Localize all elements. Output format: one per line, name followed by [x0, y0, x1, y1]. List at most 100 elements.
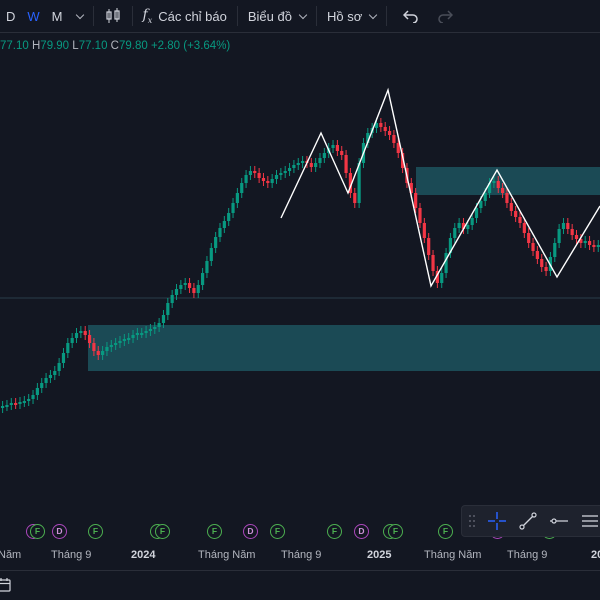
- calendar-icon[interactable]: [0, 577, 12, 593]
- candle: [401, 153, 405, 168]
- time-label: Tháng Năm: [424, 549, 482, 561]
- candle: [87, 335, 92, 343]
- more-tools-button[interactable]: [574, 506, 600, 536]
- interval-d-button[interactable]: D: [6, 8, 16, 24]
- event-earnings-icon[interactable]: F: [327, 524, 342, 539]
- candle: [522, 223, 526, 233]
- drag-handle[interactable]: [462, 506, 481, 536]
- candle: [79, 331, 83, 333]
- candle: [140, 333, 144, 335]
- crosshair-button[interactable]: [481, 506, 512, 536]
- candle: [96, 351, 100, 355]
- candle: [222, 221, 226, 228]
- event-dividend-icon[interactable]: D: [52, 524, 67, 539]
- event-earnings-icon[interactable]: F: [438, 524, 453, 539]
- horizontal-ray-icon: [549, 518, 568, 524]
- candle: [257, 173, 261, 178]
- candle: [166, 303, 170, 315]
- candle: [383, 127, 387, 131]
- undo-button[interactable]: [391, 0, 431, 32]
- zigzag-drawing[interactable]: [280, 87, 600, 288]
- candle: [457, 223, 461, 228]
- event-earnings-icon[interactable]: F: [30, 524, 45, 539]
- ohlc-legend: 77.10 H79.90 L77.10 C79.80 +2.80 (+3.64%…: [0, 40, 230, 52]
- redo-icon: [438, 10, 454, 23]
- candle: [331, 145, 335, 148]
- candle: [153, 327, 157, 329]
- candle: [83, 331, 87, 335]
- candle: [379, 123, 383, 127]
- candle: [248, 171, 253, 175]
- candle: [5, 405, 9, 407]
- candle: [409, 183, 413, 193]
- candle: [318, 158, 322, 163]
- candle: [535, 251, 539, 259]
- candle: [31, 395, 35, 399]
- toolbar-divider: [131, 6, 133, 26]
- chart-label: Biểu đồ: [247, 8, 292, 24]
- candle: [92, 343, 96, 351]
- event-earnings-icon[interactable]: F: [388, 524, 403, 539]
- event-earnings-icon[interactable]: F: [155, 524, 170, 539]
- interval-m-button[interactable]: M: [51, 8, 63, 24]
- candle: [574, 235, 579, 239]
- candle: [509, 203, 513, 211]
- event-dividend-icon[interactable]: D: [354, 524, 369, 539]
- toolbar-divider: [386, 6, 388, 26]
- candle: [261, 178, 266, 181]
- candle: [518, 217, 522, 223]
- interval-dropdown-button[interactable]: [69, 0, 89, 32]
- horizontal-ray-button[interactable]: [543, 506, 574, 536]
- candle: [192, 288, 196, 293]
- candle: [335, 145, 339, 151]
- candle: [301, 161, 305, 163]
- chart-menu-button[interactable]: Biểu đồ: [242, 0, 312, 32]
- redo-button[interactable]: [431, 0, 459, 32]
- trend-line-button[interactable]: [512, 506, 543, 536]
- candle: [492, 181, 496, 183]
- interval-w-button[interactable]: W: [27, 8, 40, 24]
- candle: [453, 228, 457, 238]
- candle: [131, 335, 135, 338]
- candle: [40, 383, 44, 388]
- candle: [514, 211, 518, 217]
- event-dividend-icon[interactable]: D: [243, 524, 258, 539]
- candle: [48, 375, 53, 378]
- event-earnings-icon[interactable]: F: [88, 524, 103, 539]
- candle: [592, 245, 596, 247]
- candle: [583, 241, 587, 243]
- candle: [501, 188, 505, 193]
- candle: [387, 131, 392, 135]
- candle: [444, 253, 448, 273]
- event-earnings-icon[interactable]: F: [270, 524, 285, 539]
- candle: [170, 295, 174, 303]
- candle: [435, 271, 439, 283]
- crosshair-icon: [487, 512, 506, 530]
- candle: [561, 223, 566, 229]
- candle: [287, 168, 292, 171]
- candle: [544, 267, 548, 271]
- candle: [470, 218, 474, 225]
- chart-type-button[interactable]: [98, 0, 128, 32]
- candle: [253, 171, 257, 173]
- candle: [109, 345, 113, 347]
- close-value: 79.80: [118, 40, 148, 52]
- candle: [396, 143, 400, 153]
- event-earnings-icon[interactable]: F: [207, 524, 222, 539]
- menu-lines-icon: [581, 515, 598, 527]
- candle: [283, 171, 287, 173]
- profile-menu-button[interactable]: Hồ sơ: [321, 0, 382, 32]
- price-chart[interactable]: [0, 33, 600, 538]
- candle: [122, 339, 126, 341]
- candle: [44, 378, 48, 383]
- time-label: Tháng Năm: [198, 549, 256, 561]
- time-axis[interactable]: Năm Tháng 9 2024 Tháng Năm Tháng 9 2025 …: [0, 546, 600, 566]
- candle: [348, 173, 353, 193]
- indicators-button[interactable]: fx Các chỉ báo: [137, 0, 233, 32]
- candle: [205, 261, 209, 273]
- support-zone[interactable]: [88, 325, 600, 371]
- bottom-bar: [0, 570, 600, 600]
- candle: [187, 283, 192, 288]
- low-value: 77.10: [78, 40, 108, 52]
- candle: [322, 153, 326, 158]
